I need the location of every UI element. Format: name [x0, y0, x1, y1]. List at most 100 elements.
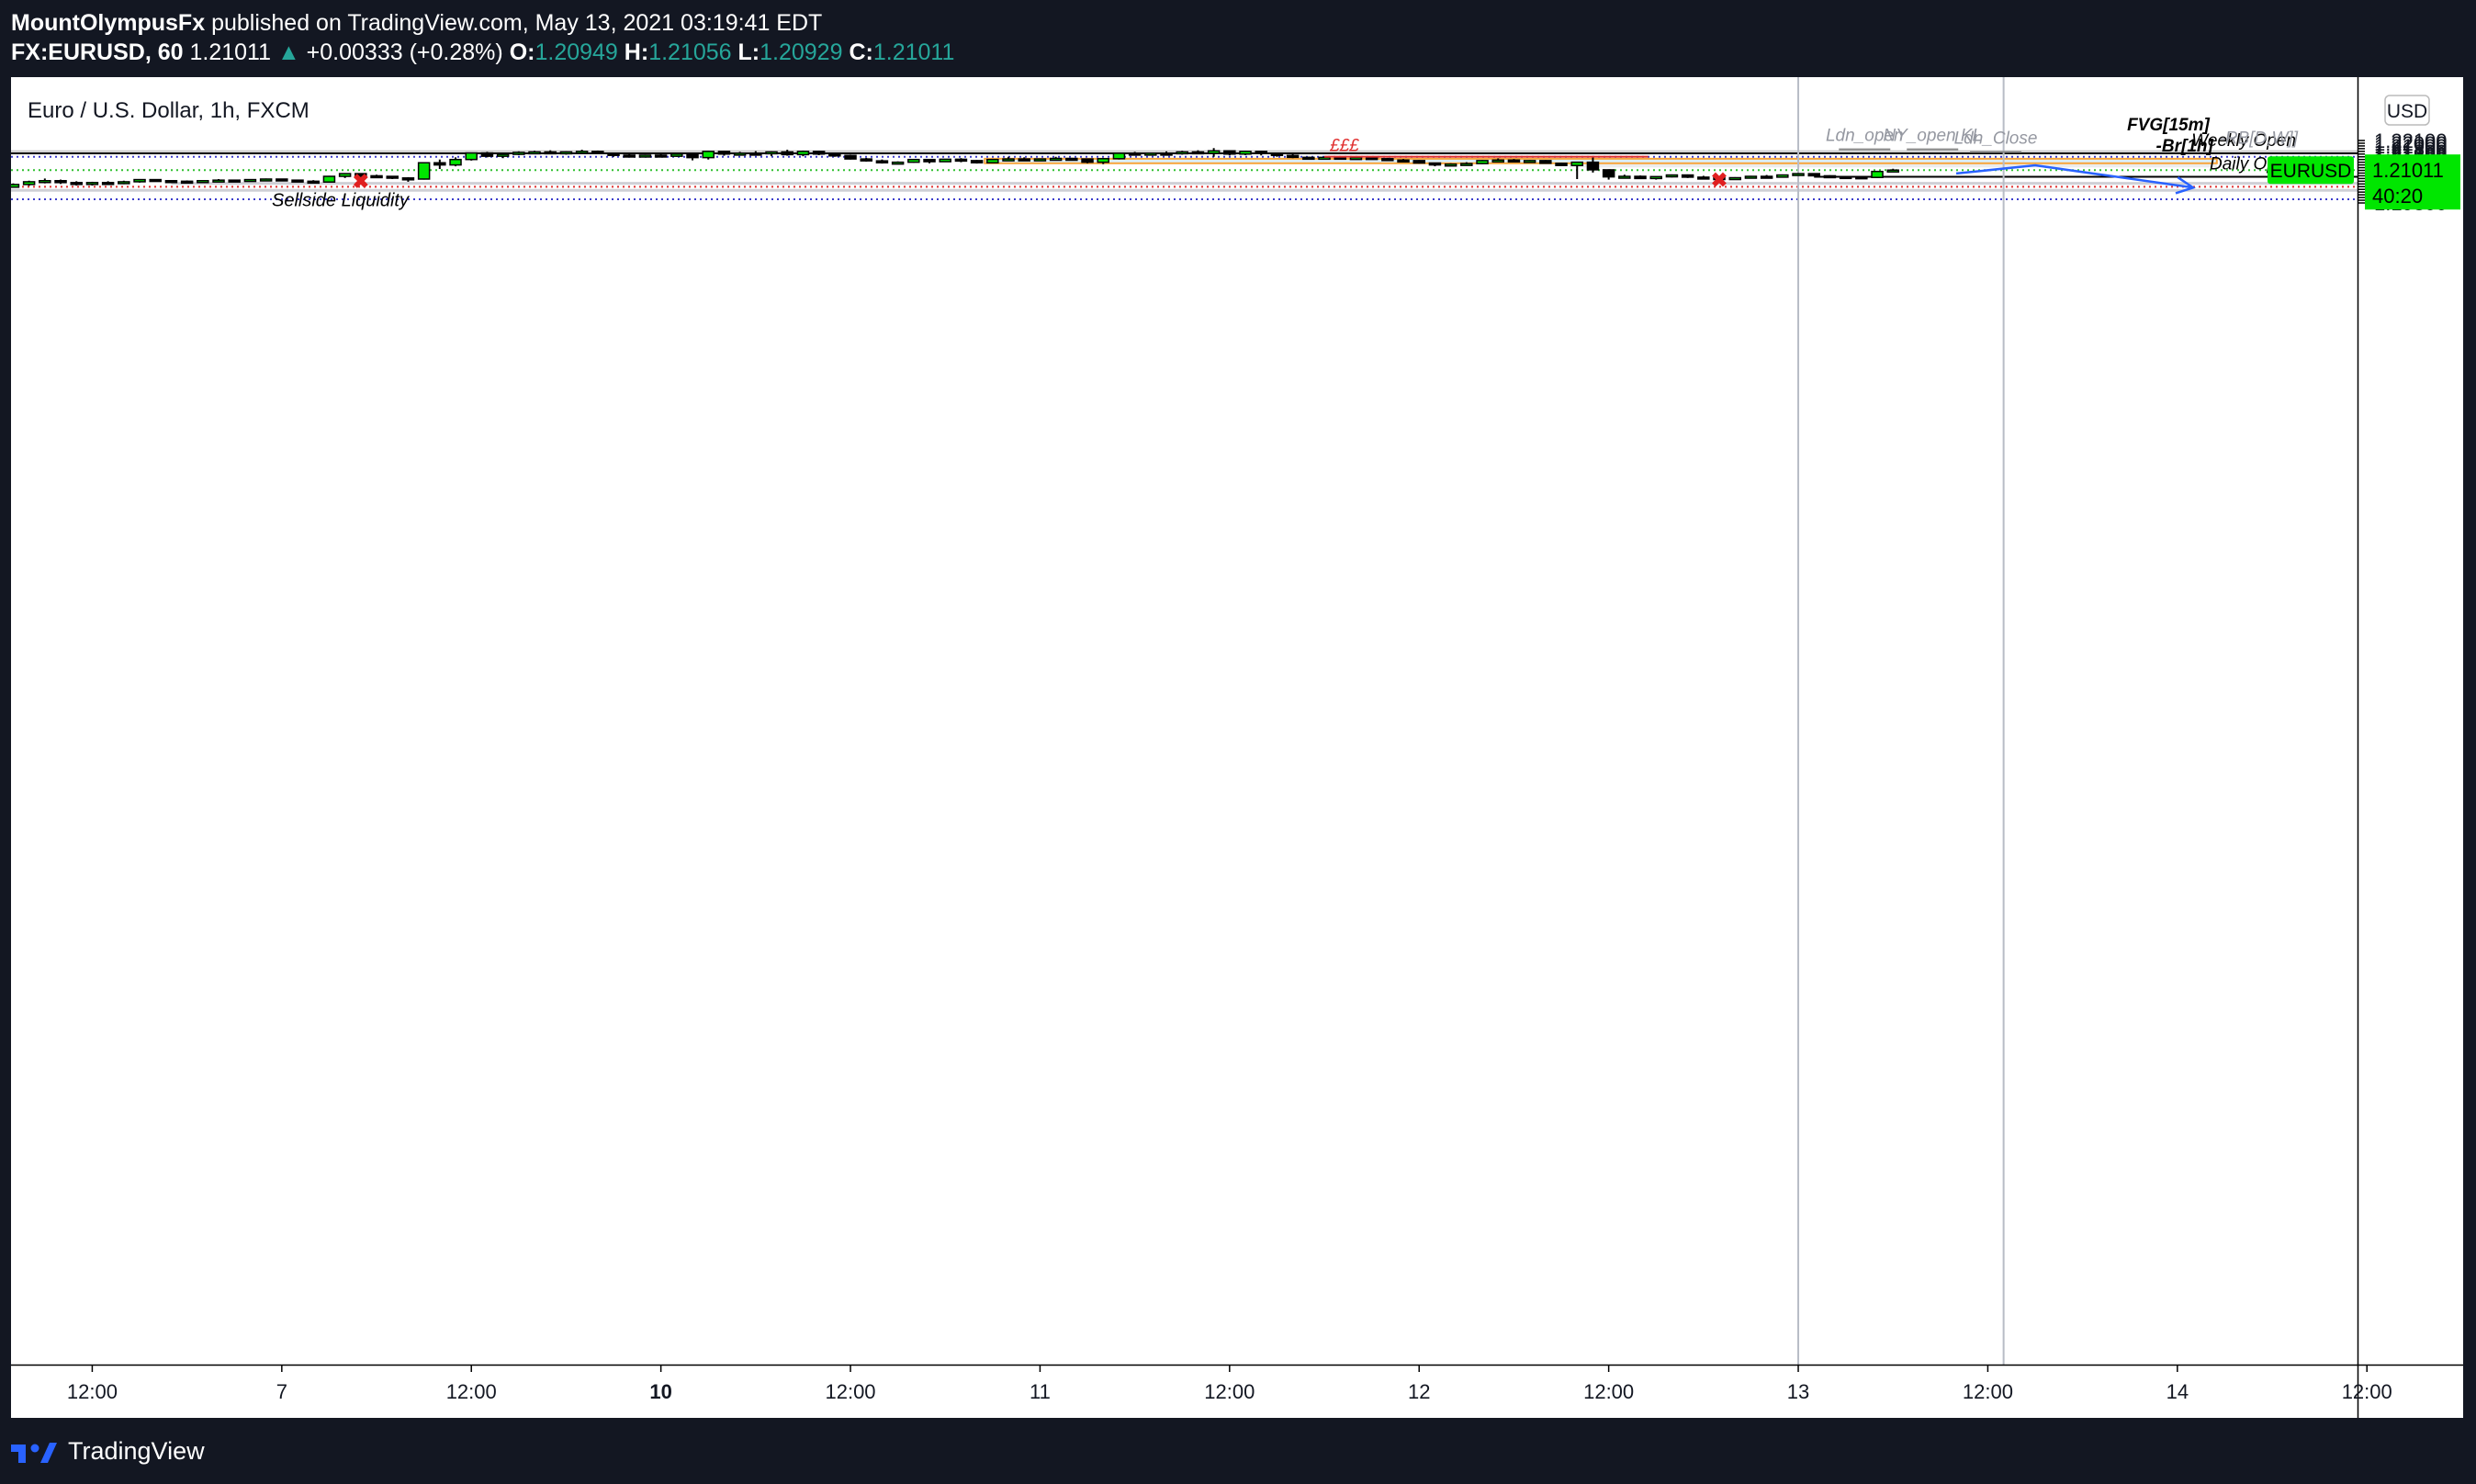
candle-down	[1697, 176, 1710, 180]
candle-down	[101, 182, 115, 186]
candle-up	[1792, 173, 1805, 176]
candle-up	[85, 182, 99, 186]
candle-down	[1397, 159, 1410, 163]
close-label: C:	[849, 39, 873, 65]
candle-down	[1539, 160, 1552, 164]
publisher-name[interactable]: MountOlympusFx	[11, 10, 206, 36]
candle-up	[22, 181, 36, 186]
candle-down	[1586, 161, 1600, 171]
candle-down	[1018, 158, 1030, 162]
candle-up	[528, 151, 541, 155]
chart-panel[interactable]: £££ -Br[1h] FVG[15m] Ldn_open NY_open KL Ldn_…	[11, 77, 2463, 1418]
price-tag-value: 1.21011	[2372, 159, 2444, 182]
candle-down	[1634, 175, 1647, 180]
footer-brand: TradingView	[11, 1423, 205, 1478]
candle-up	[1239, 151, 1252, 155]
candle-down	[1286, 154, 1300, 159]
candle-down	[291, 179, 304, 183]
candle-up	[512, 152, 525, 155]
range-label: -RB[D,W]]	[2220, 129, 2299, 149]
session-label: Ldn_open	[1826, 127, 1904, 146]
time-tick-label: 13	[1787, 1380, 1809, 1403]
chart-title: Euro / U.S. Dollar, 1h, FXCM	[28, 98, 310, 123]
candle-down	[1128, 152, 1142, 156]
candle-down	[1807, 173, 1820, 177]
high-value: 1.21056	[648, 39, 732, 65]
level-label-0: Weekly Open	[2191, 131, 2296, 151]
candle-down	[1823, 174, 1837, 179]
change-value: +0.00333 (+0.28%)	[306, 39, 503, 65]
candle-up	[212, 179, 225, 183]
x-marker-icon: ✖	[1711, 168, 1728, 191]
time-tick-label: 12:00	[67, 1380, 118, 1403]
session-label: Ldn_Close	[1954, 129, 2038, 148]
candle-up	[1491, 159, 1504, 163]
time-tick-label: 12:00	[1583, 1380, 1634, 1403]
projection-path	[1955, 163, 2194, 189]
time-tick-label: 12:00	[825, 1380, 875, 1403]
candle-down	[1839, 175, 1852, 180]
candle-down	[828, 153, 841, 157]
symbol-ohlc-line: FX:EURUSD, 60 1.21011 ▲ +0.00333 (+0.28%…	[11, 37, 954, 68]
candle-up	[1097, 158, 1109, 163]
candle-down	[1081, 158, 1094, 163]
candle-down	[954, 158, 968, 163]
x-marker-icon: ✖	[353, 170, 369, 193]
candle-down	[1160, 152, 1173, 156]
candle-up	[1349, 156, 1363, 161]
candle-up	[39, 180, 51, 184]
candle-up	[465, 152, 478, 161]
candle-up	[449, 158, 462, 166]
candle-down	[370, 174, 383, 179]
candle-down	[860, 158, 872, 162]
sellside-liquidity-label: Sellside Liquidity	[272, 191, 410, 211]
price-tick-label: 1.21900	[2374, 135, 2448, 158]
candle-down	[1760, 175, 1773, 179]
candle-down	[1412, 160, 1425, 164]
candle-up	[559, 151, 573, 155]
candle-up	[670, 153, 683, 157]
candle-down	[1713, 176, 1726, 181]
candle-up	[891, 161, 905, 165]
candle-down	[1270, 152, 1284, 157]
candle-up	[1570, 161, 1583, 166]
projection-arrowhead-icon	[2175, 176, 2196, 195]
liquidity-label: £££	[1329, 137, 1359, 156]
candle-down	[1223, 150, 1236, 155]
candle-down	[401, 177, 415, 181]
close-value: 1.21011	[872, 39, 955, 65]
candle-up	[1523, 160, 1536, 163]
candle-up	[243, 178, 257, 183]
price-tag-box	[2365, 154, 2460, 210]
candle-up	[796, 151, 810, 156]
candle-up	[986, 158, 999, 163]
candle-down	[686, 153, 699, 159]
candle-up	[907, 158, 920, 163]
candle-down	[1555, 163, 1568, 166]
candle-up	[197, 180, 209, 184]
candle-up	[118, 181, 130, 185]
candle-down	[1428, 162, 1442, 166]
time-tick-label: 12:00	[446, 1380, 497, 1403]
candle-up	[1002, 158, 1015, 162]
open-value: 1.20949	[535, 39, 618, 65]
candle-down	[54, 180, 67, 184]
candle-up	[133, 178, 146, 183]
breaker-zone-box	[984, 157, 2218, 164]
breaker-zone-label: -Br[1h]	[2156, 137, 2214, 156]
candle-down	[1065, 157, 1078, 162]
candle-up	[702, 151, 715, 159]
candle-down	[812, 151, 826, 155]
symbol-tag-label: EURUSD	[2270, 161, 2352, 182]
candle-up	[1460, 163, 1473, 166]
time-tick-label: 12	[1408, 1380, 1430, 1403]
candle-down	[1302, 156, 1315, 161]
candle-up	[1049, 157, 1063, 162]
candle-up	[1318, 156, 1331, 161]
symbol-label: FX:EURUSD, 60	[11, 39, 184, 65]
session-label: NY_open KL	[1883, 127, 1982, 146]
low-value: 1.20929	[760, 39, 843, 65]
candle-up	[1476, 160, 1489, 164]
candle-down	[875, 160, 889, 163]
